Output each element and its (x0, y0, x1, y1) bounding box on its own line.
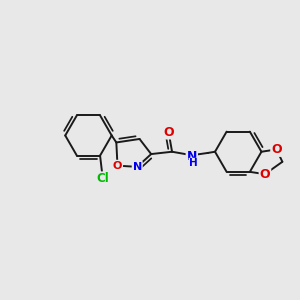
Text: O: O (113, 161, 122, 171)
Text: N: N (133, 162, 142, 172)
Text: O: O (260, 168, 270, 181)
Text: H: H (189, 158, 198, 168)
Text: Cl: Cl (96, 172, 109, 185)
Text: O: O (271, 143, 282, 156)
Text: O: O (163, 125, 174, 139)
Text: N: N (187, 151, 197, 164)
